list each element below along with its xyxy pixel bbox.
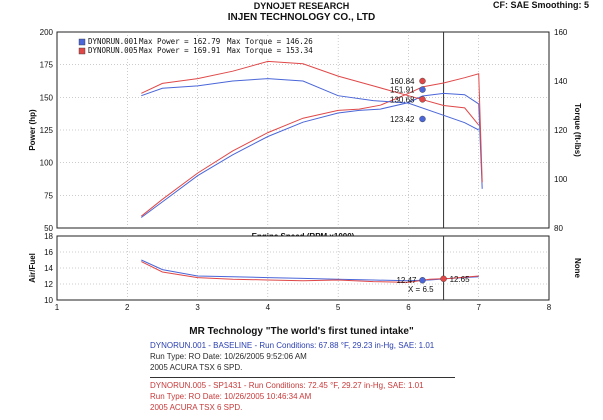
legend-box	[77, 37, 307, 57]
afr-cursor-label: X = 6.5	[408, 285, 434, 294]
afr-annotation-label: 12.65	[450, 275, 471, 284]
xtick-label: 7	[476, 303, 481, 312]
main-ytick-label: 75	[44, 191, 53, 200]
main-ylabel: Power (hp)	[28, 109, 37, 151]
run-info-baseline: DYNORUN.001 - BASELINE - Run Conditions:…	[150, 340, 434, 373]
afr-ytick-label: 12	[44, 280, 53, 289]
legend-max-torque: Max Torque = 153.34	[227, 46, 313, 55]
main-y2tick-label: 120	[554, 126, 568, 135]
annotation-marker	[419, 86, 426, 93]
annotation-label: 130.68	[390, 95, 415, 104]
main-ytick-label: 200	[40, 28, 54, 37]
main-y2label: Torque (ft-lbs)	[573, 103, 582, 157]
afr-annotation-label: 12.47	[396, 276, 417, 285]
annotation-marker	[419, 77, 426, 85]
run2-vehicle: 2005 ACURA TSX 6 SPD.	[150, 403, 243, 412]
legend-max-torque: Max Torque = 146.26	[227, 37, 313, 46]
afr-annotation-marker	[440, 275, 447, 282]
series-power-dynorun-001	[141, 92, 483, 218]
main-ytick-label: 175	[40, 61, 54, 70]
afr-ytick-label: 10	[44, 296, 53, 305]
main-y2tick-label: 80	[554, 224, 563, 233]
series-torque-dynorun-001	[141, 78, 479, 131]
legend-max-power: Max Power = 162.79	[139, 37, 220, 46]
xtick-label: 5	[336, 303, 341, 312]
run2-type-date: Run Type: RO Date: 10/26/2005 10:46:34 A…	[150, 392, 312, 401]
afr-y2label: None	[573, 258, 582, 279]
xtick-label: 1	[55, 303, 60, 312]
main-ytick-label: 150	[40, 93, 54, 102]
footer-separator	[150, 377, 455, 378]
annotation-marker	[419, 115, 426, 123]
main-ytick-label: 50	[44, 224, 53, 233]
annotation-marker	[419, 96, 426, 103]
main-ytick-label: 125	[40, 126, 54, 135]
afr-ytick-label: 16	[44, 248, 53, 257]
header-subtitle: INJEN TECHNOLOGY CO., LTD	[227, 12, 376, 23]
legend-max-power: Max Power = 169.91	[139, 46, 220, 55]
annotation-label: 151.91	[390, 86, 415, 95]
afr-ylabel: Air/Fuel	[28, 253, 37, 283]
xtick-label: 4	[266, 303, 271, 312]
run1-vehicle: 2005 ACURA TSX 6 SPD.	[150, 363, 243, 372]
main-ytick-label: 100	[40, 159, 54, 168]
xtick-label: 3	[195, 303, 200, 312]
correction-factor: CF: SAE Smoothing: 5	[493, 0, 589, 10]
annotation-label: 160.84	[390, 77, 415, 86]
series-afr-dynorun-001	[141, 259, 479, 282]
xtick-label: 8	[547, 303, 552, 312]
main-y2tick-label: 140	[554, 77, 568, 86]
footer-title: MR Technology "The world's first tuned i…	[189, 326, 414, 337]
series-afr-dynorun-005	[141, 261, 479, 283]
legend-file: DYNORUN.001	[88, 37, 138, 46]
legend-swatch	[78, 47, 86, 55]
header-title: DYNOJET RESEARCH	[253, 1, 350, 11]
xtick-label: 2	[125, 303, 130, 312]
series-power-dynorun-005	[140, 73, 483, 217]
afr-ytick-label: 18	[44, 232, 53, 241]
main-y2tick-label: 100	[554, 175, 568, 184]
main-y2tick-label: 160	[554, 28, 568, 37]
run-info-sp1431: DYNORUN.005 - SP1431 - Run Conditions: 7…	[150, 380, 424, 413]
legend-file: DYNORUN.005	[88, 46, 138, 55]
legend-swatch	[78, 38, 86, 46]
afr-annotation-marker	[419, 277, 426, 284]
run2-conditions: DYNORUN.005 - SP1431 - Run Conditions: 7…	[150, 381, 424, 390]
run1-conditions: DYNORUN.001 - BASELINE - Run Conditions:…	[150, 341, 435, 350]
xtick-label: 6	[406, 303, 411, 312]
annotation-label: 123.42	[390, 115, 415, 124]
afr-ytick-label: 14	[44, 264, 53, 273]
run1-type-date: Run Type: RO Date: 10/26/2005 9:52:06 AM	[150, 352, 307, 361]
series-torque-dynorun-005	[141, 60, 480, 126]
